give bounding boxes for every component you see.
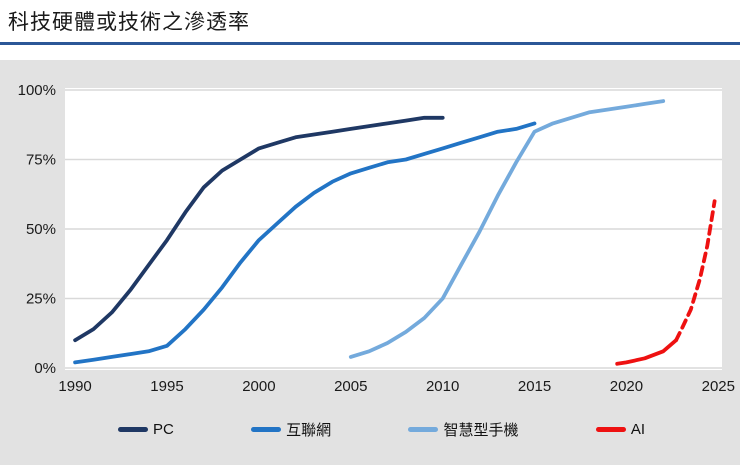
y-tick-label-75: 75%	[26, 152, 56, 169]
title-underline	[0, 42, 740, 45]
legend-swatch-互聯網	[251, 426, 282, 432]
series-line-互聯網-solid	[73, 121, 537, 365]
legend-label-PC: PC	[153, 420, 174, 438]
y-tick-label-50: 50%	[26, 221, 56, 238]
legend-label-互聯網: 互聯網	[286, 421, 332, 439]
x-tick-label-2010: 2010	[426, 378, 459, 395]
chart-legend: PC 互聯網 智慧型手機 AI	[0, 412, 740, 446]
x-tick-label-1990: 1990	[58, 378, 91, 395]
series-line-智慧型手機-solid	[348, 99, 666, 359]
legend-swatch-AI	[595, 426, 626, 432]
y-tick-label-0: 0%	[34, 360, 56, 377]
x-tick-label-2020: 2020	[610, 378, 643, 395]
chart-canvas: 0% 25% 50% 75% 100% 1990 1995 2000 2005 2010 2015 2…	[18, 82, 735, 395]
legend-label-智慧型手機: 智慧型手機	[443, 421, 519, 439]
series-line-PC-solid	[73, 115, 445, 343]
chart-panel: 0% 25% 50% 75% 100% 1990 1995 2000 2005 2010 2015 2…	[0, 60, 740, 465]
x-tick-label-2000: 2000	[242, 378, 275, 395]
y-tick-label-25: 25%	[26, 291, 56, 308]
legend-item-PC: PC	[118, 421, 174, 438]
series-line-AI-dashed	[674, 199, 717, 343]
legend-item-AI: AI	[595, 420, 645, 438]
legend-label-AI: AI	[630, 420, 645, 438]
legend-item-智慧型手機: 智慧型手機	[408, 419, 519, 440]
x-tick-label-2015: 2015	[518, 378, 551, 395]
page-title: 科技硬體或技術之滲透率	[8, 11, 250, 34]
legend-swatch-PC	[118, 426, 148, 432]
legend-item-互聯網: 互聯網	[251, 419, 331, 440]
y-tick-label-100: 100%	[18, 82, 56, 99]
x-tick-label-2005: 2005	[334, 378, 367, 395]
legend-swatch-智慧型手機	[408, 426, 439, 432]
series-line-AI-solid	[615, 338, 678, 366]
x-tick-label-2025: 2025	[702, 378, 735, 395]
x-tick-label-1995: 1995	[150, 378, 183, 395]
